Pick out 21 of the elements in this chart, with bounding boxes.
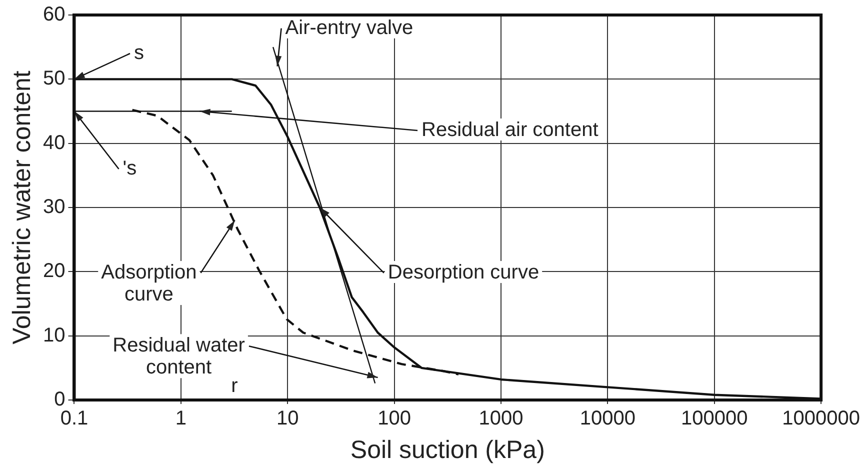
x-tick-label: 10 — [276, 408, 299, 430]
annotation: s — [134, 42, 144, 64]
y-tick-label: 20 — [42, 260, 66, 282]
annotation: Residual air content — [422, 119, 599, 142]
annotation: Adsorption curve — [101, 261, 197, 306]
y-axis-title: Volumetric water content — [8, 70, 36, 344]
x-axis-title: Soil suction (kPa) — [350, 436, 545, 464]
annotation: Air-entry valve — [285, 16, 414, 39]
y-tick-label: 30 — [42, 196, 66, 218]
x-tick-label: 100000 — [681, 408, 748, 430]
annotation: 's — [122, 158, 137, 180]
x-tick-label: 1 — [175, 408, 186, 430]
annotation: Desorption curve — [388, 261, 540, 284]
y-tick-label: 40 — [42, 132, 66, 154]
x-tick-label: 1000 — [478, 408, 524, 430]
y-tick-label: 60 — [42, 4, 66, 26]
y-tick-label: 50 — [42, 68, 66, 90]
x-tick-label: 10000 — [580, 408, 636, 430]
x-tick-label: 100 — [378, 408, 411, 430]
x-tick-label: 1000000 — [782, 408, 860, 430]
y-tick-label: 10 — [42, 324, 66, 346]
